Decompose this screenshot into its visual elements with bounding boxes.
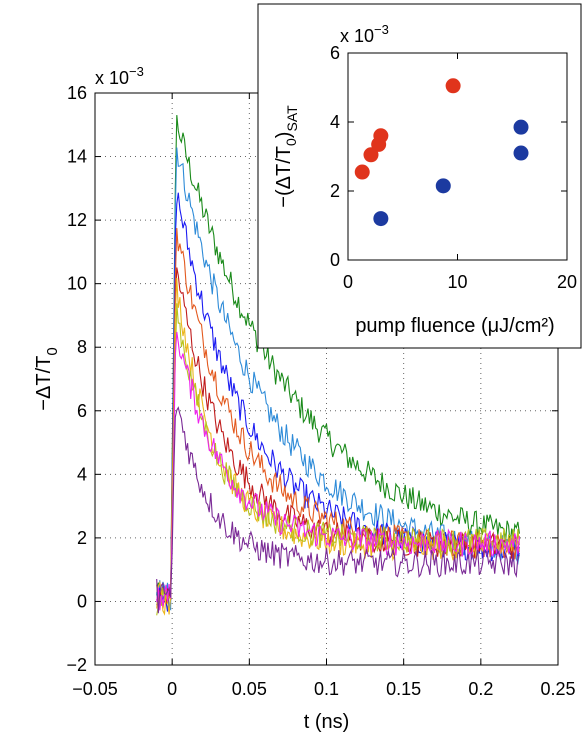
inset-y-tick-label: 4 bbox=[330, 112, 340, 132]
main-y-tick-label: 12 bbox=[67, 210, 87, 230]
main-y-multiplier: x 10−3 bbox=[95, 64, 144, 88]
main-series-line bbox=[156, 331, 520, 611]
inset-x-tick-label: 20 bbox=[557, 272, 577, 292]
main-x-axis-label: t (ns) bbox=[304, 711, 350, 733]
main-series-line bbox=[156, 192, 520, 612]
main-y-axis-label: −ΔT/T0 bbox=[33, 347, 61, 410]
inset-data-point bbox=[513, 145, 529, 161]
main-y-tick-label: 8 bbox=[77, 337, 87, 357]
main-x-tick-label: 0.05 bbox=[232, 679, 267, 699]
inset-ticks: 0 10 20 0 2 4 6 bbox=[330, 43, 577, 292]
inset-y-tick-label: 0 bbox=[330, 250, 340, 270]
inset-data-point bbox=[363, 147, 379, 163]
main-x-tick-label: 0.1 bbox=[314, 679, 339, 699]
main-y-tick-label: 4 bbox=[77, 464, 87, 484]
main-y-tick-label: −2 bbox=[66, 655, 87, 675]
inset-data-point bbox=[435, 178, 451, 194]
inset-x-tick-label: 0 bbox=[343, 272, 353, 292]
main-x-tick-label: 0.25 bbox=[540, 679, 575, 699]
inset-chart: 0 10 20 0 2 4 6 x 10−3 pump fluence (μJ/cm²) −… bbox=[257, 3, 582, 349]
inset-points-group bbox=[354, 78, 529, 227]
main-x-tick-label: 0 bbox=[167, 679, 177, 699]
main-y-tick-label: 2 bbox=[77, 528, 87, 548]
inset-data-point bbox=[445, 78, 461, 94]
inset-data-point bbox=[354, 164, 370, 180]
main-y-tick-label: 14 bbox=[67, 147, 87, 167]
main-x-tick-label: −0.05 bbox=[72, 679, 118, 699]
main-y-tick-label: 10 bbox=[67, 274, 87, 294]
inset-data-point bbox=[373, 211, 389, 227]
inset-y-tick-label: 2 bbox=[330, 181, 340, 201]
inset-y-tick-label: 6 bbox=[330, 43, 340, 63]
main-y-tick-label: 6 bbox=[77, 401, 87, 421]
main-series-line bbox=[156, 115, 520, 600]
main-y-tick-label: 0 bbox=[77, 591, 87, 611]
inset-y-multiplier: x 10−3 bbox=[340, 22, 389, 46]
inset-background bbox=[257, 3, 582, 349]
main-x-tick-label: 0.15 bbox=[386, 679, 421, 699]
main-series-line bbox=[156, 406, 520, 614]
inset-x-axis-label: pump fluence (μJ/cm²) bbox=[355, 315, 554, 337]
main-y-tick-label: 16 bbox=[67, 83, 87, 103]
main-ticks: −0.05 0 0.05 0.1 0.15 0.2 0.25 −2 0 2 4 6 8 10 12 14 16 bbox=[66, 83, 575, 699]
main-series-line bbox=[156, 303, 520, 616]
inset-data-point bbox=[513, 119, 529, 135]
inset-y-axis-label: −(ΔT/T0)SAT bbox=[273, 105, 300, 208]
main-series-group bbox=[156, 115, 520, 616]
main-x-tick-label: 0.2 bbox=[468, 679, 493, 699]
inset-x-tick-label: 10 bbox=[447, 272, 467, 292]
inset-data-point bbox=[373, 128, 389, 144]
